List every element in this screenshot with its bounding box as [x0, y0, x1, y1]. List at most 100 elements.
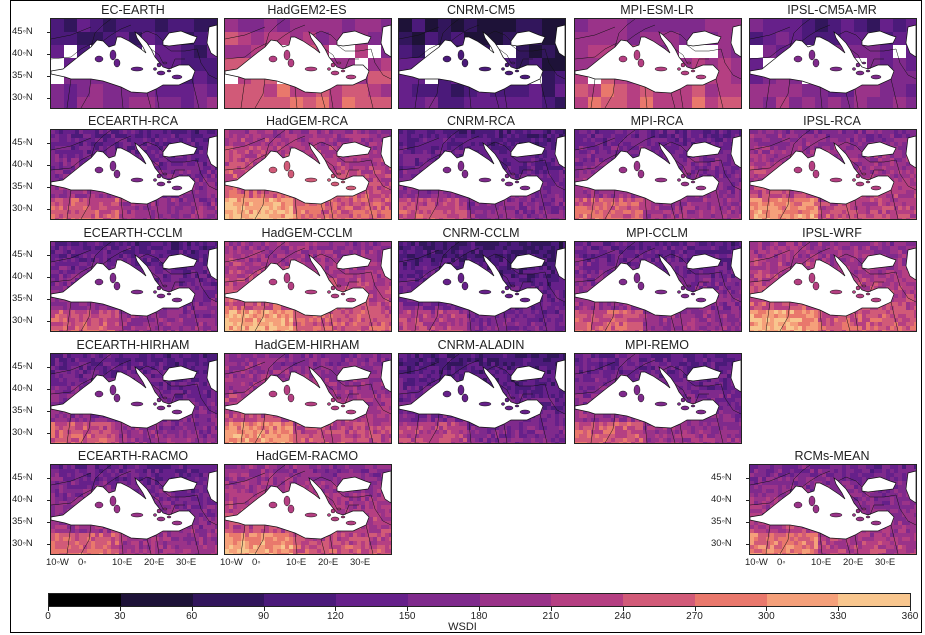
panel-title: HadGEM-RCA [266, 114, 348, 128]
latitude-label: 45◦N [12, 26, 33, 37]
colorbar-tick [191, 607, 193, 611]
longitude-label: 10◦E [286, 557, 307, 568]
latitude-tick [47, 187, 50, 188]
latitude-tick [47, 500, 50, 501]
latitude-tick [47, 98, 50, 99]
longitude-label: 10◦E [811, 557, 832, 568]
wsdi-map [224, 241, 392, 332]
colorbar-swatch [49, 594, 121, 606]
latitude-tick [47, 411, 50, 412]
latitude-label: 30◦N [12, 203, 33, 214]
latitude-label: 40◦N [12, 494, 33, 505]
wsdi-map [749, 18, 917, 109]
latitude-tick [47, 389, 50, 390]
panel-title: CNRM-CM5 [446, 3, 516, 17]
colorbar-tick-label: 300 [757, 611, 775, 622]
colorbar-tick-label: 240 [614, 611, 631, 622]
wsdi-map [50, 464, 218, 555]
colorbar-tick-label: 60 [186, 611, 198, 622]
latitude-tick [47, 143, 50, 144]
latitude-label: 40◦N [12, 383, 33, 394]
latitude-tick [47, 32, 50, 33]
latitude-label: 30◦N [12, 427, 33, 438]
wsdi-map [224, 18, 392, 109]
colorbar-tick [910, 607, 911, 611]
colorbar-tick-label: 30 [114, 611, 126, 622]
colorbar-tick [407, 607, 409, 611]
wsdi-map [749, 129, 917, 220]
latitude-label: 45◦N [12, 361, 33, 372]
colorbar-tick [694, 607, 696, 611]
panel-title: MPI-ESM-LR [620, 3, 694, 17]
wsdi-map [574, 241, 742, 332]
longitude-label: 20◦E [318, 557, 339, 568]
latitude-label: 35◦N [12, 516, 33, 527]
latitude-label: 45◦N [12, 137, 33, 148]
colorbar-tick-label: 360 [901, 611, 919, 622]
wsdi-map [398, 241, 566, 332]
latitude-tick [47, 209, 50, 210]
colorbar-tick [479, 607, 480, 611]
latitude-label: 45◦N [12, 472, 33, 483]
wsdi-map [398, 353, 566, 444]
longitude-label: 10◦W [745, 557, 768, 568]
colorbar-tick-label: 180 [470, 611, 488, 622]
longitude-label: 0◦ [777, 557, 786, 568]
colorbar-tick-label: 0 [45, 611, 51, 622]
latitude-label: 35◦N [12, 293, 33, 304]
colorbar-swatch [407, 594, 480, 606]
latitude-tick [47, 54, 50, 55]
colorbar-tick [263, 607, 265, 611]
colorbar-swatch [838, 594, 910, 606]
latitude-tick [47, 255, 50, 256]
wsdi-map [398, 18, 566, 109]
colorbar-swatch [694, 594, 767, 606]
latitude-label: 35◦N [12, 405, 33, 416]
latitude-tick [47, 321, 50, 322]
latitude-tick [746, 522, 749, 523]
wsdi-map [224, 464, 392, 555]
latitude-label: 45◦N [711, 472, 732, 483]
colorbar-tick-label: 330 [829, 611, 847, 622]
colorbar-title: WSDI [448, 621, 477, 633]
panel-title: IPSL-RCA [803, 114, 861, 128]
latitude-tick [47, 76, 50, 77]
colorbar-tick [119, 607, 121, 611]
longitude-label: 10◦W [220, 557, 243, 568]
colorbar-tick-label: 150 [398, 611, 416, 622]
panel-title: CNRM-CCLM [442, 226, 520, 240]
wsdi-map [574, 18, 742, 109]
colorbar-swatch [479, 594, 552, 606]
wsdi-map [574, 129, 742, 220]
latitude-label: 40◦N [12, 271, 33, 282]
panel-title: ECEARTH-RACMO [77, 449, 189, 463]
panel-title: ECEARTH-HIRHAM [76, 338, 190, 352]
wsdi-map [398, 129, 566, 220]
latitude-label: 30◦N [12, 538, 33, 549]
wsdi-map [50, 241, 218, 332]
longitude-label: 0◦ [252, 557, 261, 568]
latitude-label: 35◦N [12, 70, 33, 81]
colorbar-tick-label: 90 [257, 611, 270, 622]
panel-title: HadGEM2-ES [267, 3, 347, 17]
colorbar-swatch [336, 594, 408, 606]
panel-title: MPI-REMO [625, 338, 689, 352]
latitude-tick [47, 433, 50, 434]
latitude-tick [47, 165, 50, 166]
latitude-label: 35◦N [711, 516, 732, 527]
wsdi-map [749, 464, 917, 555]
colorbar-tick [335, 607, 337, 611]
panel-title: MPI-CCLM [626, 226, 688, 240]
colorbar-swatch [623, 594, 695, 606]
colorbar-tick [766, 607, 768, 611]
colorbar [48, 593, 911, 607]
colorbar-swatch [551, 594, 623, 606]
colorbar-swatch [766, 594, 839, 606]
latitude-tick [47, 478, 50, 479]
wsdi-map [50, 129, 218, 220]
latitude-tick [746, 500, 749, 501]
panel-title: MPI-RCA [630, 114, 684, 128]
colorbar-tick [48, 607, 49, 611]
latitude-label: 40◦N [711, 494, 732, 505]
latitude-tick [47, 544, 50, 545]
